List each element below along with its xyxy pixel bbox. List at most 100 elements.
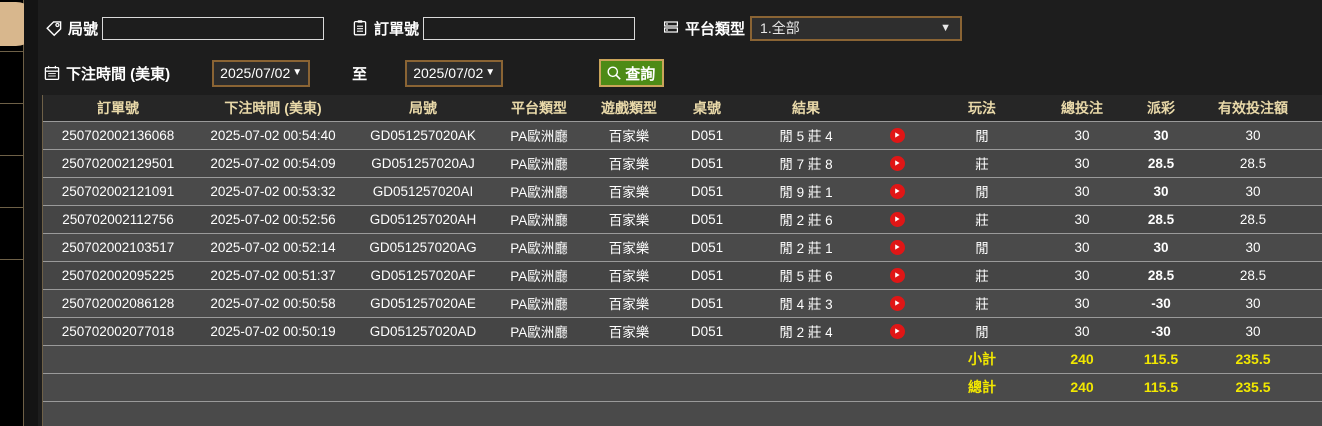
cell-bet-option: 莊 [923, 289, 1041, 318]
cell-total-bet: 30 [1041, 289, 1123, 318]
bet-time-to-picker[interactable]: 2025/07/02 ▼ [405, 59, 504, 87]
table-filler-row [43, 401, 1322, 426]
column-header-replay [871, 95, 923, 122]
table-row[interactable]: 250702002129501 2025-07-02 00:54:09 GD0512… [43, 149, 1322, 178]
cell-payout: -30 [1123, 289, 1199, 318]
cell-payout: 30 [1123, 177, 1199, 206]
cell-summary-payout: 115.5 [1123, 345, 1199, 374]
cell-order-no: 250702002103517 [43, 233, 193, 262]
table-row[interactable]: 250702002095225 2025-07-02 00:51:37 GD0512… [43, 261, 1322, 290]
play-icon[interactable] [889, 295, 905, 311]
cell-total-bet: 30 [1041, 261, 1123, 290]
chevron-down-icon: ▼ [292, 67, 303, 78]
cell-result: 閒 5 莊 6 [741, 261, 871, 290]
cell-round-no: GD051257020AI [353, 177, 493, 206]
column-header-order-no[interactable]: 訂單號 [43, 95, 193, 122]
rail-cell [0, 208, 23, 260]
cell-bet-time: 2025-07-02 00:52:56 [193, 205, 353, 234]
column-header-valid-bet[interactable]: 有效投注額 [1199, 95, 1307, 122]
cell-order-no: 250702002086128 [43, 289, 193, 318]
column-header-bet-option[interactable]: 玩法 [923, 95, 1041, 122]
cell-empty [871, 345, 923, 374]
table-row[interactable]: 250702002103517 2025-07-02 00:52:14 GD0512… [43, 233, 1322, 262]
chevron-down-icon: ▼ [940, 21, 952, 34]
table-row[interactable]: 250702002112756 2025-07-02 00:52:56 GD0512… [43, 205, 1322, 234]
summary-row: 總計 240 115.5 235.5 [43, 373, 1322, 402]
cell-bet-option: 閒 [923, 317, 1041, 346]
cell-status: 已派彩 [1307, 261, 1322, 290]
cell-empty [1041, 401, 1123, 426]
table-row[interactable]: 250702002136068 2025-07-02 00:54:40 GD0512… [43, 121, 1322, 150]
column-header-platform[interactable]: 平台類型 [493, 95, 585, 122]
table-header-row: 訂單號 下注時間 (美東) 局號 平台類型 遊戲類型 桌號 結果 玩法 總投注 … [43, 95, 1322, 122]
cell-total-bet: 30 [1041, 121, 1123, 150]
column-header-table-no[interactable]: 桌號 [673, 95, 741, 122]
results-table-container[interactable]: 訂單號 下注時間 (美東) 局號 平台類型 遊戲類型 桌號 結果 玩法 總投注 … [42, 95, 1322, 426]
cell-game-type: 百家樂 [585, 261, 673, 290]
play-icon[interactable] [889, 239, 905, 255]
cell-empty [673, 401, 741, 426]
cell-round-no: GD051257020AE [353, 289, 493, 318]
cell-payout: 28.5 [1123, 149, 1199, 178]
play-icon[interactable] [889, 323, 905, 339]
cell-replay [871, 261, 923, 290]
cell-valid-bet: 30 [1199, 317, 1307, 346]
cell-payout: 30 [1123, 121, 1199, 150]
cell-empty [741, 401, 871, 426]
order-no-input[interactable] [423, 16, 636, 40]
cell-platform: PA歐洲廳 [493, 233, 585, 262]
search-button[interactable]: 查詢 [599, 59, 665, 87]
round-no-input[interactable] [102, 16, 325, 40]
cell-summary-valid-bet: 235.5 [1199, 345, 1307, 374]
play-icon[interactable] [889, 183, 905, 199]
cell-result: 閒 2 莊 6 [741, 205, 871, 234]
cell-empty [353, 373, 493, 402]
column-header-payout[interactable]: 派彩 [1123, 95, 1199, 122]
table-row[interactable]: 250702002077018 2025-07-02 00:50:19 GD0512… [43, 317, 1322, 346]
cell-table-no: D051 [673, 317, 741, 346]
play-icon[interactable] [889, 211, 905, 227]
cell-round-no: GD051257020AG [353, 233, 493, 262]
chevron-down-icon: ▼ [485, 67, 496, 78]
table-row[interactable]: 250702002121091 2025-07-02 00:53:32 GD0512… [43, 177, 1322, 206]
filter-row-2: 下注時間 (美東) 2025/07/02 ▼ 至 2025/07/02 ▼ [38, 55, 1322, 91]
cell-empty [1307, 373, 1322, 402]
column-header-game-type[interactable]: 遊戲類型 [585, 95, 673, 122]
play-icon[interactable] [889, 155, 905, 171]
cell-round-no: GD051257020AF [353, 261, 493, 290]
column-header-total-bet[interactable]: 總投注 [1041, 95, 1123, 122]
column-header-bet-time[interactable]: 下注時間 (美東) [193, 95, 353, 122]
cell-valid-bet: 28.5 [1199, 149, 1307, 178]
cell-platform: PA歐洲廳 [493, 261, 585, 290]
column-header-round-no[interactable]: 局號 [353, 95, 493, 122]
cell-total-bet: 30 [1041, 149, 1123, 178]
column-header-result[interactable]: 結果 [741, 95, 871, 122]
cell-payout: 30 [1123, 233, 1199, 262]
cell-game-type: 百家樂 [585, 177, 673, 206]
tag-icon [44, 19, 63, 38]
bet-time-from-picker[interactable]: 2025/07/02 ▼ [212, 59, 311, 87]
cell-bet-option: 莊 [923, 149, 1041, 178]
cell-summary-payout: 115.5 [1123, 373, 1199, 402]
cell-total-bet: 30 [1041, 233, 1123, 262]
cell-table-no: D051 [673, 233, 741, 262]
order-no-label: 訂單號 [374, 20, 420, 38]
results-table: 訂單號 下注時間 (美東) 局號 平台類型 遊戲類型 桌號 結果 玩法 總投注 … [43, 95, 1322, 426]
search-button-label: 查詢 [625, 65, 656, 83]
play-icon[interactable] [889, 127, 905, 143]
cell-platform: PA歐洲廳 [493, 289, 585, 318]
cell-empty [923, 401, 1041, 426]
clipboard-icon [350, 19, 369, 38]
column-header-status[interactable]: 狀態 [1307, 95, 1322, 122]
table-row[interactable]: 250702002086128 2025-07-02 00:50:58 GD0512… [43, 289, 1322, 318]
cell-bet-time: 2025-07-02 00:54:40 [193, 121, 353, 150]
cell-platform: PA歐洲廳 [493, 317, 585, 346]
platform-type-select[interactable]: 1.全部 ▼ [750, 15, 963, 41]
play-icon[interactable] [889, 267, 905, 283]
cell-replay [871, 317, 923, 346]
cell-bet-time: 2025-07-02 00:50:19 [193, 317, 353, 346]
cell-table-no: D051 [673, 289, 741, 318]
cell-empty [585, 373, 673, 402]
cell-summary-label: 總計 [923, 373, 1041, 402]
cell-result: 閒 5 莊 4 [741, 121, 871, 150]
